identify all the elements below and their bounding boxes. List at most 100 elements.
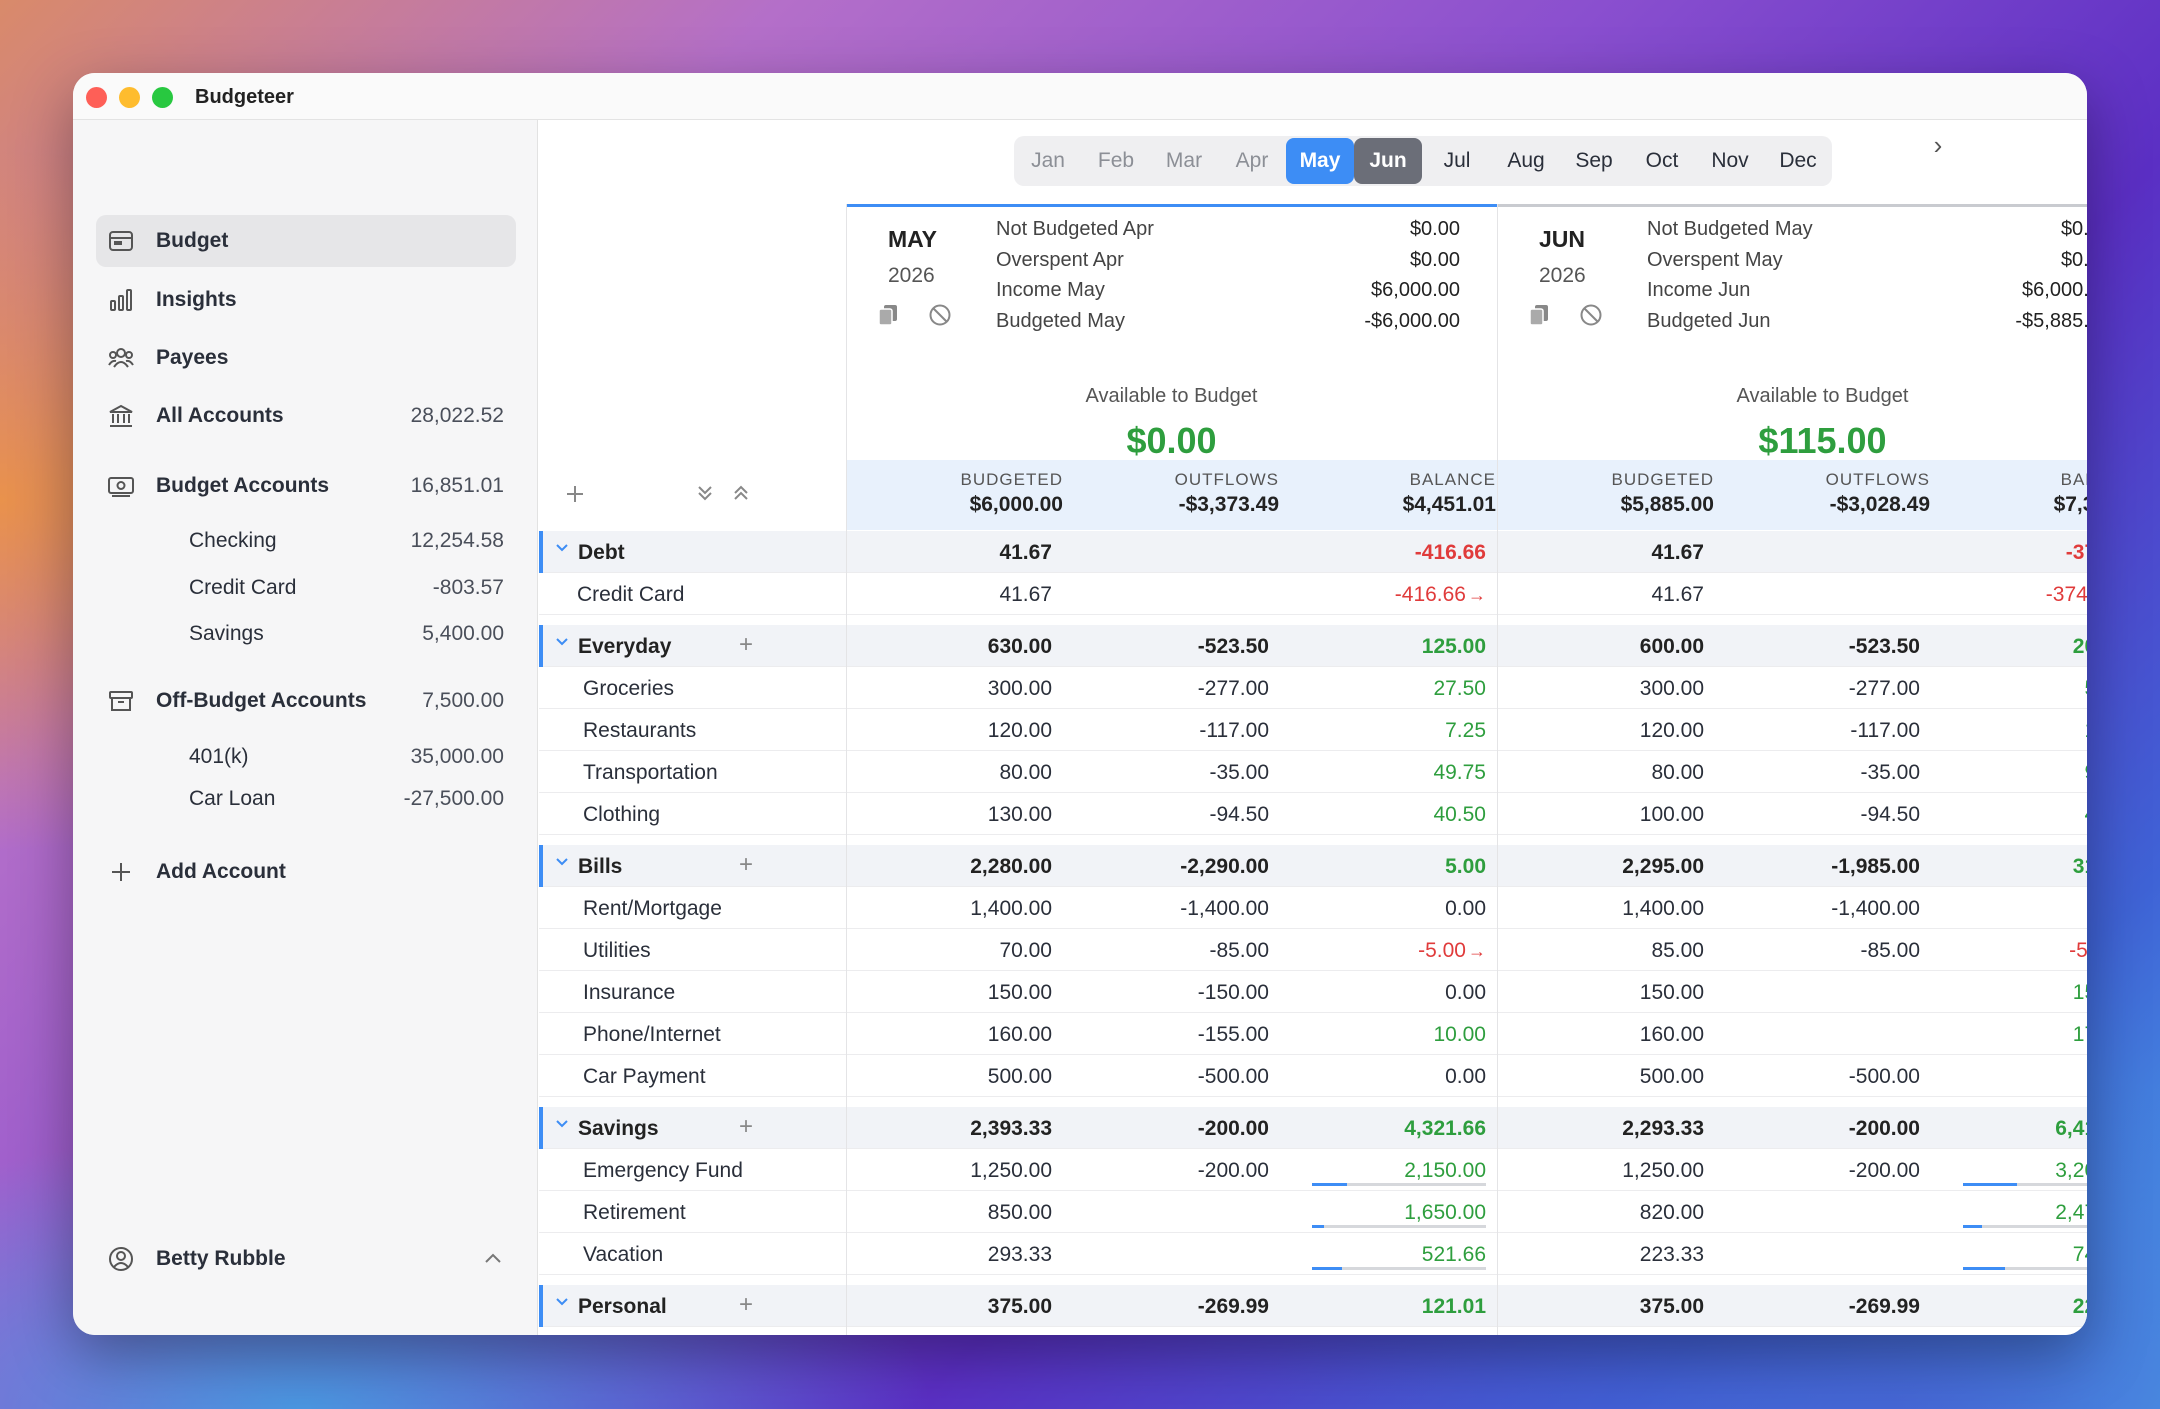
- category-row[interactable]: Phone/Internet 160.00 -155.00 10.00 160.00 17…: [539, 1013, 2087, 1055]
- budgeted-cell[interactable]: 1,400.00: [1504, 897, 1704, 921]
- month-tab-nov[interactable]: Nov: [1711, 149, 1749, 172]
- add-category-icon[interactable]: +: [739, 1291, 754, 1318]
- prohibit-icon[interactable]: [928, 303, 952, 327]
- category-row[interactable]: Transportation 80.00 -35.00 49.75 80.00 -35.0…: [539, 751, 2087, 793]
- budgeted-cell[interactable]: 150.00: [852, 981, 1052, 1005]
- copy-icon[interactable]: [876, 303, 900, 327]
- budgeted-cell[interactable]: 223.33: [1504, 1243, 1704, 1267]
- budgeted-cell[interactable]: 2,295.00: [1504, 855, 1704, 879]
- category-row[interactable]: Vacation 293.33 521.66 223.33 744.99: [539, 1233, 2087, 1275]
- add-group-icon[interactable]: [565, 484, 585, 504]
- budgeted-cell[interactable]: 850.00: [852, 1201, 1052, 1225]
- budgeted-cell[interactable]: 1,250.00: [852, 1159, 1052, 1183]
- category-row[interactable]: Restaurants 120.00 -117.00 7.25 120.00 -117.0…: [539, 709, 2087, 751]
- category-row[interactable]: Rent/Mortgage 1,400.00 -1,400.00 0.00 1,400.…: [539, 887, 2087, 929]
- category-row[interactable]: Clothing 130.00 -94.50 40.50 100.00 -94.50 46.…: [539, 793, 2087, 835]
- category-row[interactable]: Car Payment 500.00 -500.00 0.00 500.00 -500.0…: [539, 1055, 2087, 1097]
- budgeted-cell[interactable]: 130.00: [852, 803, 1052, 827]
- sidebar-account-car-loan[interactable]: Car Loan -27,500.00: [96, 779, 516, 819]
- add-category-icon[interactable]: +: [739, 631, 754, 658]
- budgeted-cell[interactable]: 41.67: [1504, 541, 1704, 565]
- budgeted-cell[interactable]: 120.00: [852, 719, 1052, 743]
- chevron-down-icon[interactable]: [553, 853, 571, 871]
- add-category-icon[interactable]: +: [739, 1113, 754, 1140]
- sidebar-account-credit-card[interactable]: Credit Card -803.57: [96, 568, 516, 608]
- budgeted-cell[interactable]: 41.67: [852, 541, 1052, 565]
- budgeted-cell[interactable]: 80.00: [852, 761, 1052, 785]
- zoom-window-button[interactable]: [152, 87, 173, 108]
- next-month-button[interactable]: ›: [1933, 130, 1943, 160]
- month-tab-oct[interactable]: Oct: [1645, 149, 1679, 172]
- group-row-bills[interactable]: Bills +2,280.00 -2,290.00 5.00 2,295.00 -1,98…: [539, 845, 2087, 887]
- sidebar-account-401k[interactable]: 401(k) 35,000.00: [96, 737, 516, 777]
- chevron-down-icon[interactable]: [553, 539, 571, 557]
- budgeted-cell[interactable]: 160.00: [1504, 1023, 1704, 1047]
- sidebar-item-payees[interactable]: Payees: [96, 332, 516, 384]
- budgeted-cell[interactable]: 1,400.00: [852, 897, 1052, 921]
- sidebar-item-off-budget-accounts[interactable]: Off-Budget Accounts 7,500.00: [96, 675, 516, 727]
- sidebar-item-budget[interactable]: Budget: [96, 215, 516, 267]
- budgeted-cell[interactable]: 300.00: [1504, 677, 1704, 701]
- month-tab-feb[interactable]: Feb: [1097, 149, 1135, 172]
- month-tab-jul[interactable]: Jul: [1443, 149, 1471, 172]
- sidebar-item-all-accounts[interactable]: All Accounts 28,022.52: [96, 390, 516, 442]
- budgeted-cell[interactable]: 500.00: [852, 1065, 1052, 1089]
- category-row[interactable]: Groceries 300.00 -277.00 27.50 300.00 -277.00…: [539, 667, 2087, 709]
- budgeted-cell[interactable]: 375.00: [852, 1295, 1052, 1319]
- chevron-down-icon[interactable]: [553, 1115, 571, 1133]
- budgeted-cell[interactable]: 820.00: [1504, 1201, 1704, 1225]
- month-tab-jun[interactable]: Jun: [1354, 138, 1422, 184]
- budgeted-cell[interactable]: 120.00: [1504, 719, 1704, 743]
- close-window-button[interactable]: [86, 87, 107, 108]
- budgeted-cell[interactable]: 150.00: [1504, 981, 1704, 1005]
- month-tab-mar[interactable]: Mar: [1165, 149, 1203, 172]
- month-tab-sep[interactable]: Sep: [1575, 149, 1613, 172]
- budgeted-cell[interactable]: 160.00: [852, 1023, 1052, 1047]
- budgeted-cell[interactable]: 293.33: [852, 1243, 1052, 1267]
- add-account-button[interactable]: Add Account: [96, 846, 516, 898]
- category-row[interactable]: Utilities70.00-85.00-5.00→85.00-85.00-5.…: [539, 929, 2087, 971]
- budgeted-cell[interactable]: 1,250.00: [1504, 1159, 1704, 1183]
- copy-icon[interactable]: [1527, 303, 1551, 327]
- budgeted-cell[interactable]: 41.67: [1504, 583, 1704, 607]
- budgeted-cell[interactable]: 41.67: [852, 583, 1052, 607]
- sidebar-item-insights[interactable]: Insights: [96, 274, 516, 326]
- budgeted-cell[interactable]: 630.00: [852, 635, 1052, 659]
- category-row[interactable]: Retirement 850.00 1,650.00 820.00 2,470.00: [539, 1191, 2087, 1233]
- category-row[interactable]: Insurance 150.00 -150.00 0.00 150.00 150.00: [539, 971, 2087, 1013]
- user-menu[interactable]: Betty Rubble: [96, 1233, 516, 1285]
- add-category-icon[interactable]: +: [739, 851, 754, 878]
- group-row-debt[interactable]: Debt 41.67 -416.66 41.67 -374.99: [539, 531, 2087, 573]
- group-row-everyday[interactable]: Everyday +630.00 -523.50 125.00 600.00 -523.5…: [539, 625, 2087, 667]
- budgeted-cell[interactable]: 80.00: [1504, 761, 1704, 785]
- sidebar-account-checking[interactable]: Checking 12,254.58: [96, 521, 516, 561]
- minimize-window-button[interactable]: [119, 87, 140, 108]
- budgeted-cell[interactable]: 300.00: [852, 677, 1052, 701]
- category-row[interactable]: Emergency Fund 1,250.00 -200.00 2,150.00 1,2…: [539, 1149, 2087, 1191]
- month-tab-may[interactable]: May: [1286, 138, 1354, 184]
- budgeted-cell[interactable]: 85.00: [1504, 939, 1704, 963]
- budgeted-cell[interactable]: 600.00: [1504, 635, 1704, 659]
- sidebar-account-savings[interactable]: Savings 5,400.00: [96, 614, 516, 654]
- collapse-all-icon[interactable]: [733, 484, 749, 502]
- sidebar-item-budget-accounts[interactable]: Budget Accounts 16,851.01: [96, 460, 516, 512]
- budgeted-cell[interactable]: 2,393.33: [852, 1117, 1052, 1141]
- budgeted-cell[interactable]: 500.00: [1504, 1065, 1704, 1089]
- chevron-down-icon[interactable]: [553, 633, 571, 651]
- budgeted-cell[interactable]: 70.00: [852, 939, 1052, 963]
- prohibit-icon[interactable]: [1579, 303, 1603, 327]
- budgeted-cell[interactable]: 375.00: [1504, 1295, 1704, 1319]
- budgeted-cell[interactable]: 2,293.33: [1504, 1117, 1704, 1141]
- expand-all-icon[interactable]: [697, 484, 713, 502]
- budgeted-cell[interactable]: 2,280.00: [852, 855, 1052, 879]
- group-row-personal[interactable]: Personal +375.00 -269.99 121.01 375.00 -269.9…: [539, 1285, 2087, 1327]
- group-row-savings[interactable]: Savings +2,393.33 -200.00 4,321.66 2,293.33 -…: [539, 1107, 2087, 1149]
- month-tab-apr[interactable]: Apr: [1235, 149, 1269, 172]
- chevron-down-icon[interactable]: [553, 1293, 571, 1311]
- month-tab-dec[interactable]: Dec: [1779, 149, 1817, 172]
- budgeted-cell[interactable]: 100.00: [1504, 803, 1704, 827]
- month-tab-jan[interactable]: Jan: [1031, 149, 1065, 172]
- month-tab-aug[interactable]: Aug: [1507, 149, 1545, 172]
- chevron-up-icon[interactable]: [484, 1251, 502, 1265]
